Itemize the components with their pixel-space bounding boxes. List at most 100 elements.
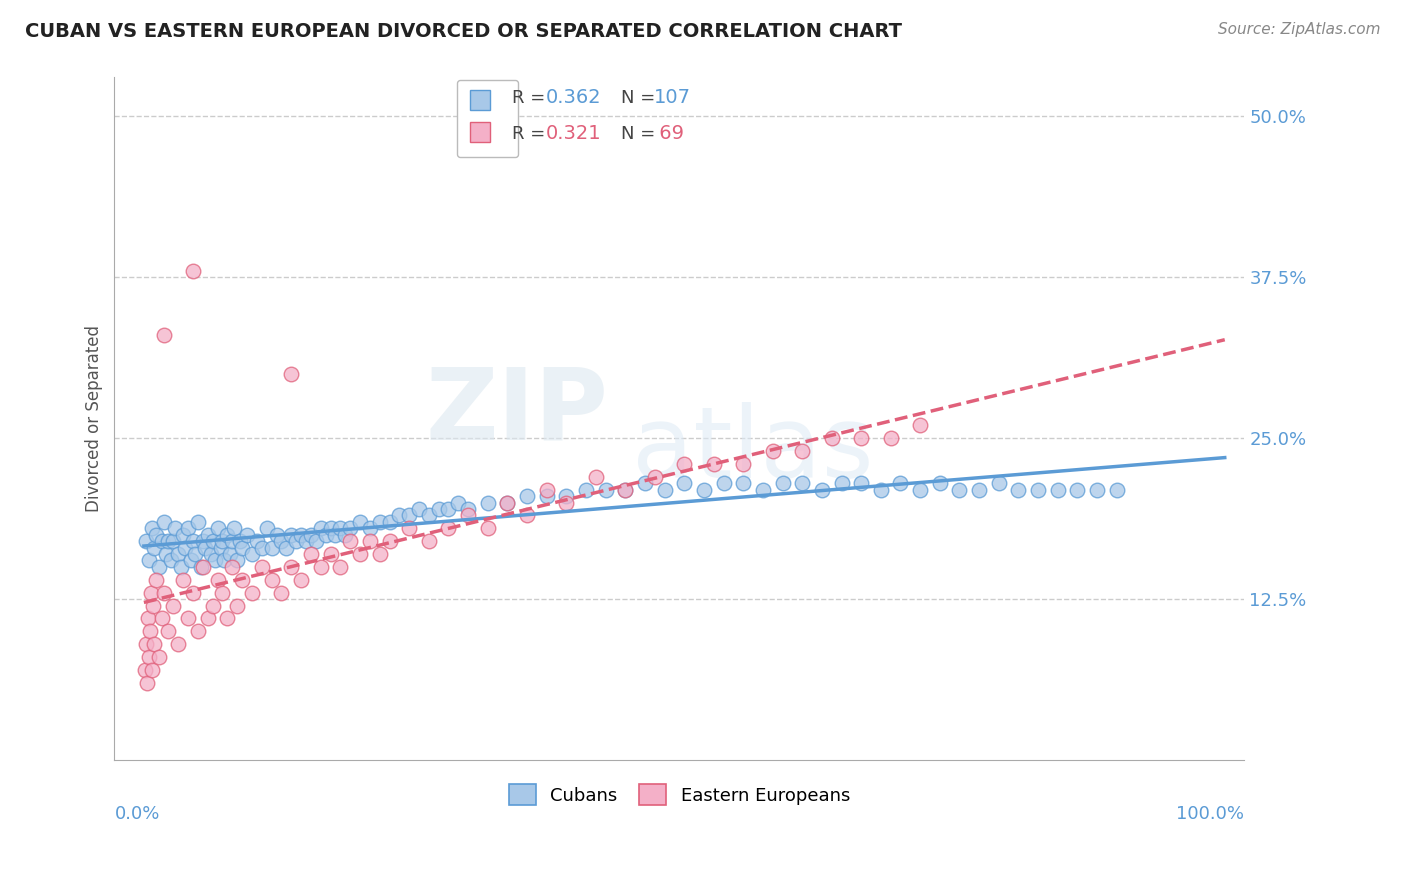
Point (190, 560, 212, 574)
Point (614, 483, 637, 497)
Point (398, 521, 420, 535)
Point (1007, 483, 1029, 497)
Point (231, 573, 253, 587)
Point (187, 515, 209, 529)
Point (181, 263, 204, 277)
Point (879, 431, 901, 445)
Point (200, 547, 222, 561)
Point (139, 624, 162, 639)
Point (226, 599, 249, 613)
Point (792, 476, 814, 491)
Point (231, 541, 253, 555)
Point (339, 534, 361, 549)
Point (349, 547, 371, 561)
Point (226, 553, 249, 567)
Point (447, 495, 470, 509)
Point (693, 483, 716, 497)
Point (437, 521, 460, 535)
Text: Source: ZipAtlas.com: Source: ZipAtlas.com (1218, 22, 1381, 37)
Point (654, 483, 676, 497)
Point (246, 534, 269, 549)
Point (270, 534, 292, 549)
Point (204, 553, 226, 567)
Point (811, 483, 834, 497)
Point (250, 560, 273, 574)
Point (315, 527, 337, 541)
Text: 100.0%: 100.0% (1177, 805, 1244, 823)
Point (174, 541, 197, 555)
Point (224, 521, 246, 535)
Point (280, 367, 302, 381)
Point (135, 676, 157, 690)
Point (457, 502, 479, 516)
Point (142, 637, 165, 651)
Point (240, 585, 263, 599)
Point (266, 527, 288, 541)
Point (408, 502, 430, 516)
Point (290, 527, 312, 541)
Point (368, 515, 391, 529)
Point (170, 560, 193, 574)
Point (250, 541, 273, 555)
Point (309, 521, 332, 535)
Point (221, 560, 243, 574)
Point (555, 489, 578, 503)
Point (194, 541, 217, 555)
Text: N =: N = (620, 89, 661, 107)
Point (1085, 483, 1108, 497)
Point (673, 476, 696, 491)
Point (142, 599, 165, 613)
Point (821, 431, 844, 445)
Point (772, 476, 794, 491)
Point (889, 476, 911, 491)
Point (145, 573, 167, 587)
Point (477, 495, 499, 509)
Point (201, 534, 224, 549)
Point (219, 547, 242, 561)
Point (165, 521, 187, 535)
Point (167, 547, 190, 561)
Point (299, 547, 322, 561)
Point (217, 611, 239, 625)
Point (139, 585, 162, 599)
Point (595, 483, 617, 497)
Point (1046, 483, 1069, 497)
Point (713, 476, 735, 491)
Text: 0.362: 0.362 (546, 88, 602, 107)
Text: R =: R = (512, 89, 551, 107)
Point (1105, 483, 1128, 497)
Text: CUBAN VS EASTERN EUROPEAN DIVORCED OR SEPARATED CORRELATION CHART: CUBAN VS EASTERN EUROPEAN DIVORCED OR SE… (25, 22, 903, 41)
Point (184, 547, 207, 561)
Point (138, 553, 160, 567)
Point (339, 521, 361, 535)
Point (325, 527, 347, 541)
Point (280, 527, 302, 541)
Point (555, 495, 578, 509)
Point (851, 476, 873, 491)
Point (585, 469, 607, 483)
Text: ZIP: ZIP (426, 364, 609, 461)
Text: 0.0%: 0.0% (114, 805, 160, 823)
Point (191, 560, 214, 574)
Point (187, 624, 209, 639)
Point (869, 483, 891, 497)
Point (191, 534, 214, 549)
Point (908, 418, 931, 433)
Point (575, 483, 598, 497)
Point (309, 560, 332, 574)
Text: 107: 107 (654, 88, 690, 107)
Point (229, 534, 252, 549)
Point (160, 553, 183, 567)
Point (236, 527, 259, 541)
Point (908, 483, 931, 497)
Point (276, 541, 298, 555)
Point (142, 541, 165, 555)
Point (260, 573, 283, 587)
Point (319, 521, 342, 535)
Point (299, 527, 322, 541)
Point (319, 547, 342, 561)
Point (177, 521, 200, 535)
Point (152, 585, 174, 599)
Point (177, 611, 200, 625)
Point (359, 521, 381, 535)
